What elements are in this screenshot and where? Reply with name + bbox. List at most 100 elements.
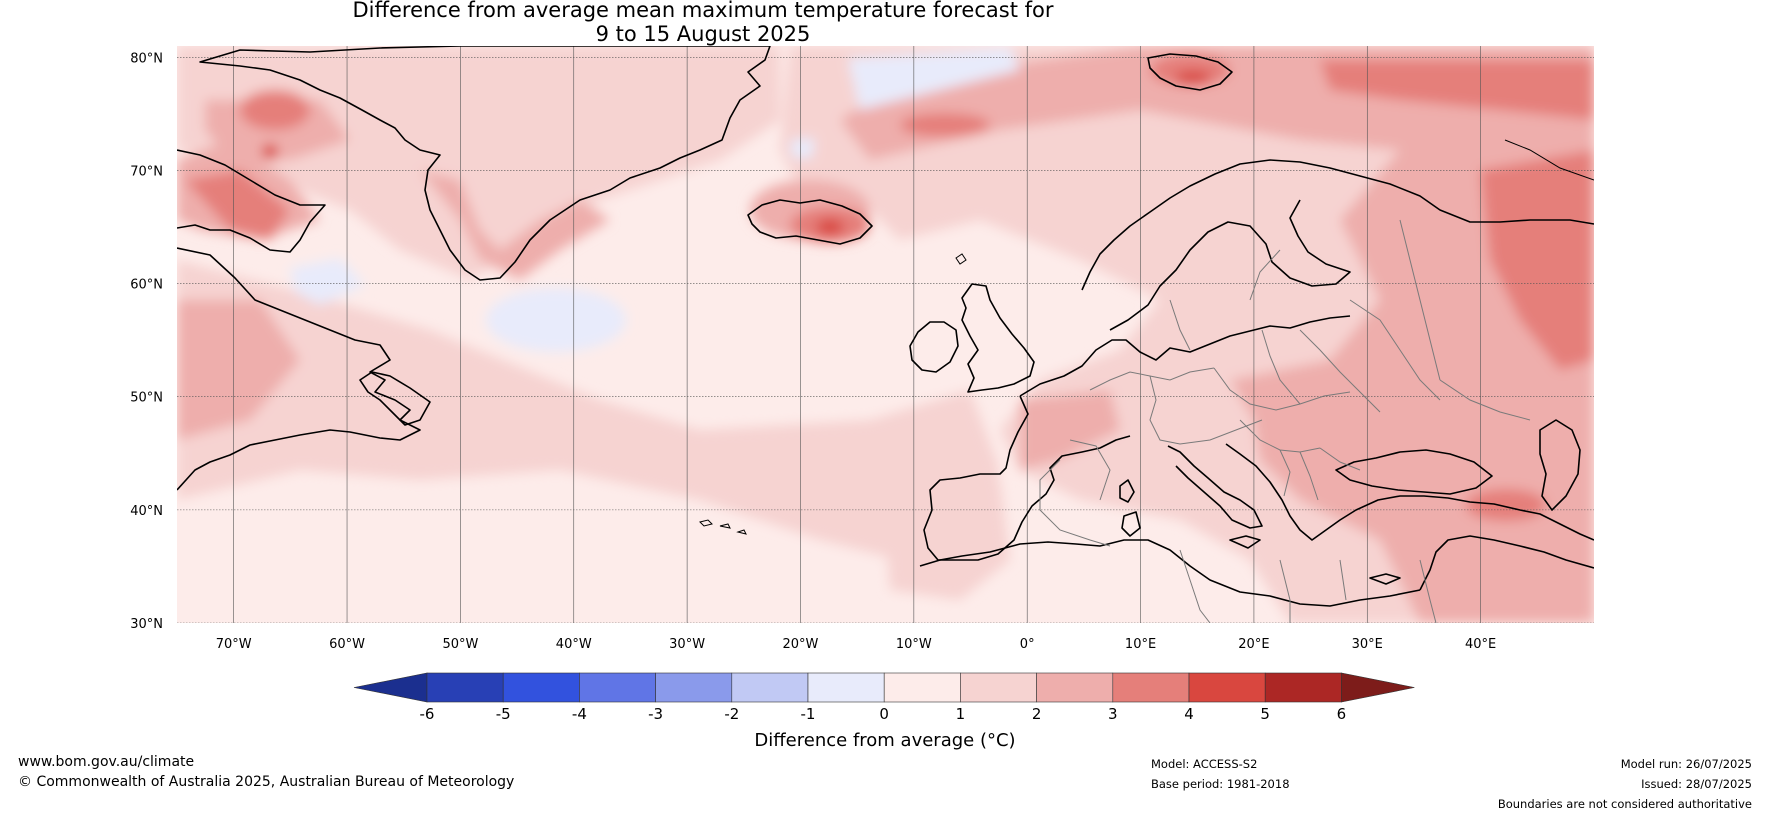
colorbar-extension-high: [1341, 672, 1415, 703]
coastline-baffin: [177, 149, 326, 253]
colorbar-segment: [1264, 672, 1342, 703]
longitude-label: 40°W: [556, 637, 592, 652]
map-panel: [177, 46, 1594, 623]
graticule: [177, 46, 1594, 623]
colorbar-segment: [426, 672, 504, 703]
colorbar-tick-label: 0: [879, 705, 889, 723]
coastline-ireland: [909, 321, 959, 373]
longitude-label: 20°W: [783, 637, 819, 652]
longitude-label: 20°E: [1238, 637, 1269, 652]
colorbar-segment: [807, 672, 885, 703]
longitude-label: 30°W: [669, 637, 705, 652]
novaya-zemlya-hint: [1504, 139, 1594, 181]
disclaimer-text: Boundaries are not considered authoritat…: [1497, 797, 1752, 811]
coastline-france-iberia: [923, 395, 1131, 561]
national-borders: [1039, 219, 1531, 623]
colorbar-extension-low: [353, 672, 428, 703]
anomaly-region-3-4: [185, 170, 290, 240]
anomaly-region-1-2: [177, 260, 1000, 560]
anomaly-region-neg1-0: [290, 258, 365, 305]
colorbar-tick-label: 5: [1260, 705, 1270, 723]
colorbar-segment: [579, 672, 656, 703]
coastline-britain: [961, 283, 1035, 393]
colorbar-segment: [1036, 672, 1114, 703]
model-text: Model: ACCESS-S2: [1151, 757, 1258, 771]
coastline-newfoundland: [359, 371, 431, 426]
coastline-black-sea: [1335, 449, 1493, 495]
colorbar-segment: [731, 672, 809, 703]
coastline-iceland: [747, 199, 873, 245]
anomaly-region-3-4: [239, 89, 311, 131]
title-line-2: 9 to 15 August 2025: [595, 22, 811, 46]
title-line-1: Difference from average mean maximum tem…: [352, 0, 1054, 22]
azores: [699, 519, 747, 535]
anomaly-region-2-3: [420, 170, 610, 280]
anomaly-region-3-4: [900, 113, 990, 137]
anomaly-region-2-3: [1020, 390, 1120, 470]
coastline-caspian: [1539, 419, 1581, 511]
colorbar-tick-labels: -6 -5 -4 -3 -2 -1 0 1 2 3 4 5 6: [420, 705, 1347, 723]
coastline-balkans: [1225, 443, 1594, 541]
border-lines: [1039, 219, 1531, 623]
coastline-mediterranean-islands: [1119, 479, 1401, 585]
latitude-label: 50°N: [130, 391, 163, 406]
coastline-italy: [1167, 445, 1263, 529]
website-link[interactable]: www.bom.gov.au/climate: [18, 754, 195, 770]
anomaly-region-2-3: [1250, 380, 1594, 623]
coastline-svalbard: [1147, 53, 1233, 91]
copyright-text: © Commonwealth of Australia 2025, Austra…: [18, 774, 515, 790]
anomaly-region-neg1-0: [848, 48, 1020, 110]
colorbar-tick-label: 4: [1184, 705, 1194, 723]
longitude-label: 0°: [1020, 637, 1035, 652]
issued-text: Issued: 28/07/2025: [1641, 777, 1752, 791]
coastline-north-africa: [919, 539, 1421, 607]
colorbar-segment: [1112, 672, 1190, 703]
anomaly-region-1-2: [177, 46, 780, 280]
colorbar-segment: [655, 672, 733, 703]
anomaly-region-4-5: [262, 144, 278, 160]
colorbar-tick-label: 1: [956, 705, 966, 723]
colorbar-segment: [502, 672, 580, 703]
longitude-label: 40°E: [1465, 637, 1496, 652]
colorbar-segment: [1188, 672, 1266, 703]
anomaly-region-3-4: [1480, 150, 1594, 370]
colorbar-tick-label: 6: [1337, 705, 1347, 723]
colorbar-segment: [883, 672, 961, 703]
coastline-europe-west: [1019, 315, 1351, 397]
coastline-scandinavia: [1081, 159, 1594, 291]
anomaly-region-neg1-0: [790, 138, 815, 158]
colorbar-tick-label: -5: [496, 705, 511, 723]
longitude-labels: 70°W 60°W 50°W 40°W 30°W 20°W 10°W 0° 10°E 20°E 30…: [216, 637, 1497, 652]
anomaly-region-4-5: [1175, 71, 1211, 85]
latitude-label: 40°N: [130, 504, 163, 519]
model-run-text: Model run: 26/07/2025: [1620, 757, 1752, 771]
colorbar-segment: [960, 672, 1037, 703]
latitude-labels: 80°N 70°N 60°N 50°N 40°N 30°N: [130, 51, 163, 632]
base-period-text: Base period: 1981-2018: [1151, 777, 1290, 791]
colorbar-tick-label: 3: [1108, 705, 1118, 723]
colorbar: [353, 672, 1415, 703]
faroe-islands: [955, 253, 967, 265]
longitude-label: 10°E: [1125, 637, 1156, 652]
longitude-label: 60°W: [329, 637, 365, 652]
coastline-sweden-finland: [1109, 199, 1351, 331]
longitude-label: 10°W: [896, 637, 932, 652]
latitude-label: 30°N: [130, 617, 163, 632]
colorbar-tick-label: -4: [572, 705, 587, 723]
anomaly-region-1-2: [880, 460, 1010, 600]
colorbar-tick-label: -2: [724, 705, 739, 723]
colorbar-label: Difference from average (°C): [754, 730, 1015, 751]
longitude-label: 70°W: [216, 637, 252, 652]
coastline-middle-east: [1419, 535, 1594, 591]
map-title: Difference from average mean maximum tem…: [0, 0, 1406, 46]
colorbar-tick-label: -1: [801, 705, 816, 723]
anomaly-region-3-4: [1320, 60, 1594, 120]
coastline-greenland: [199, 46, 771, 281]
coastlines: [177, 46, 1594, 607]
colorbar-tick-label: -6: [420, 705, 435, 723]
longitude-label: 50°W: [442, 637, 478, 652]
coastline-canada-east: [177, 247, 421, 491]
anomaly-region-neg1-0: [485, 287, 627, 353]
anomaly-region-2-3: [177, 300, 300, 440]
